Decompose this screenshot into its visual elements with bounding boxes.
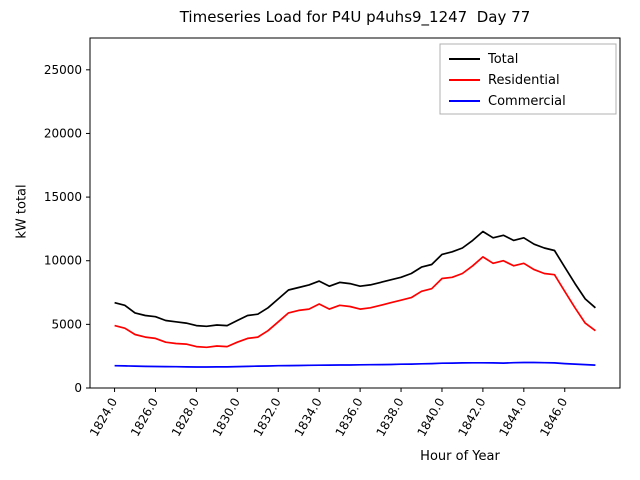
- x-tick-label: 1836.0: [333, 396, 366, 439]
- y-tick-label: 10000: [44, 254, 82, 268]
- x-tick-label: 1824.0: [87, 396, 120, 439]
- x-tick-label: 1832.0: [251, 396, 284, 439]
- x-tick-label: 1842.0: [455, 396, 488, 439]
- y-tick-label: 25000: [44, 63, 82, 77]
- x-tick-label: 1830.0: [210, 396, 243, 439]
- x-tick-label: 1828.0: [169, 396, 202, 439]
- y-axis-label: kW total: [14, 184, 30, 239]
- series-residential-line: [114, 256, 596, 349]
- y-tick-label: 5000: [51, 317, 82, 331]
- legend-label: Residential: [488, 73, 560, 88]
- series-total-line: [114, 230, 596, 328]
- chart-title: Timeseries Load for P4U p4uhs9_1247 Day …: [179, 8, 531, 26]
- x-tick-label: 1826.0: [128, 396, 161, 439]
- legend-label: Total: [487, 52, 518, 67]
- series-commercial-line: [114, 361, 596, 368]
- x-tick-label: 1838.0: [374, 396, 407, 439]
- y-tick-label: 15000: [44, 190, 82, 204]
- x-tick-label: 1840.0: [414, 396, 447, 439]
- x-tick-label: 1844.0: [496, 396, 529, 439]
- y-tick-label: 0: [74, 381, 82, 395]
- x-tick-label: 1834.0: [292, 396, 325, 439]
- legend-label: Commercial: [488, 94, 566, 109]
- x-tick-label: 1846.0: [537, 396, 570, 439]
- axes-frame: [89, 37, 621, 389]
- x-axis-label: Hour of Year: [420, 449, 500, 464]
- y-tick-label: 20000: [44, 126, 82, 140]
